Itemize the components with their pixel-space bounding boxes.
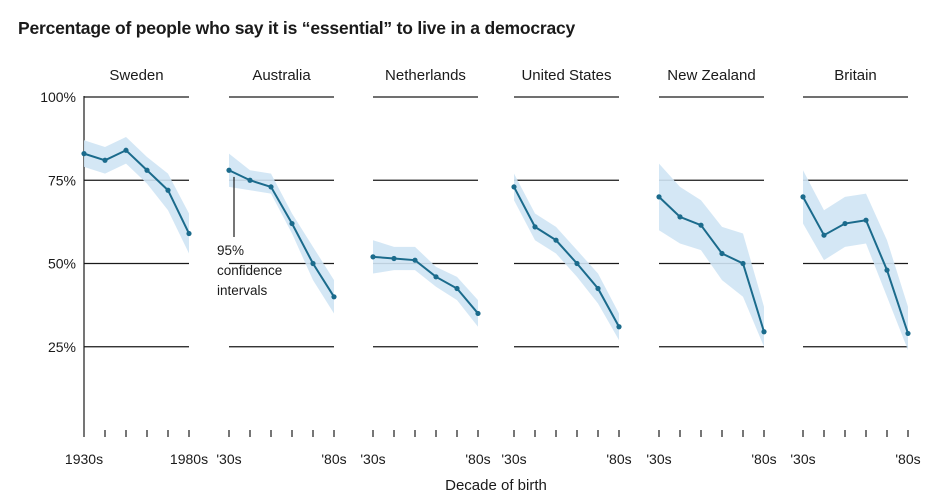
data-point: [511, 184, 517, 190]
y-tick-label: 75%: [48, 172, 76, 188]
x-tick-label: '30s: [501, 451, 526, 467]
x-tick-label: '30s: [646, 451, 671, 467]
series-line: [802, 196, 909, 334]
annotation-text: intervals: [217, 283, 268, 298]
data-point: [310, 260, 316, 267]
data-point: [289, 220, 295, 227]
confidence-band: [84, 136, 189, 254]
x-tick-label: '30s: [360, 451, 385, 467]
data-point: [165, 187, 171, 193]
x-tick-label: '80s: [606, 451, 631, 467]
data-point: [433, 274, 439, 280]
chart-title: Percentage of people who say it is “esse…: [18, 18, 576, 38]
data-point: [842, 220, 848, 227]
data-point: [863, 217, 869, 223]
x-tick-label: '30s: [790, 451, 815, 467]
data-point: [454, 285, 460, 292]
data-point: [370, 254, 376, 260]
annotation-text: 95%: [217, 243, 244, 258]
data-point: [186, 230, 192, 237]
confidence-band: [659, 163, 764, 347]
data-point: [123, 147, 129, 153]
data-point: [81, 151, 87, 157]
data-point: [391, 255, 397, 262]
data-point: [331, 294, 337, 300]
confidence-band: [803, 170, 908, 351]
confidence-band: [514, 173, 619, 341]
y-tick-label: 100%: [40, 89, 76, 105]
data-point: [595, 285, 601, 292]
data-point: [268, 184, 274, 190]
data-point: [574, 260, 580, 267]
confidence-band: [229, 153, 334, 314]
series-line: [372, 255, 479, 315]
data-point: [677, 214, 683, 220]
panel-title: Britain: [834, 67, 877, 84]
x-tick-label: '80s: [895, 451, 920, 467]
confidence-band: [373, 240, 478, 327]
x-tick-label: '80s: [321, 451, 346, 467]
data-point: [616, 324, 622, 330]
data-point: [412, 257, 418, 263]
y-tick-label: 50%: [48, 256, 76, 272]
data-point: [226, 167, 232, 173]
x-tick-label: '30s: [216, 451, 241, 467]
data-point: [905, 330, 911, 337]
panel-title: Sweden: [109, 67, 163, 84]
data-point: [740, 260, 746, 267]
panel-title: United States: [521, 67, 611, 84]
data-point: [656, 194, 662, 200]
x-tick-label: '80s: [751, 451, 776, 467]
data-point: [800, 194, 806, 200]
data-point: [884, 267, 890, 273]
panel-title: New Zealand: [667, 67, 755, 84]
series-line: [83, 149, 190, 234]
series-line: [513, 186, 620, 328]
panel-title: Australia: [252, 67, 311, 84]
data-point: [698, 222, 704, 228]
data-point: [102, 157, 108, 163]
data-point: [475, 310, 481, 317]
annotation-text: confidence: [217, 263, 282, 278]
series-line: [658, 196, 765, 333]
data-point: [761, 329, 767, 335]
series-line: [228, 169, 335, 298]
data-point: [553, 237, 559, 243]
data-point: [247, 177, 253, 183]
x-tick-label: 1980s: [170, 451, 208, 467]
x-axis-label: Decade of birth: [445, 477, 547, 494]
x-tick-label: '80s: [465, 451, 490, 467]
x-tick-label: 1930s: [65, 451, 103, 467]
data-point: [719, 250, 725, 257]
y-tick-label: 25%: [48, 339, 76, 355]
panel-title: Netherlands: [385, 67, 466, 84]
data-point: [532, 224, 538, 230]
data-point: [144, 167, 150, 173]
data-point: [821, 232, 827, 238]
